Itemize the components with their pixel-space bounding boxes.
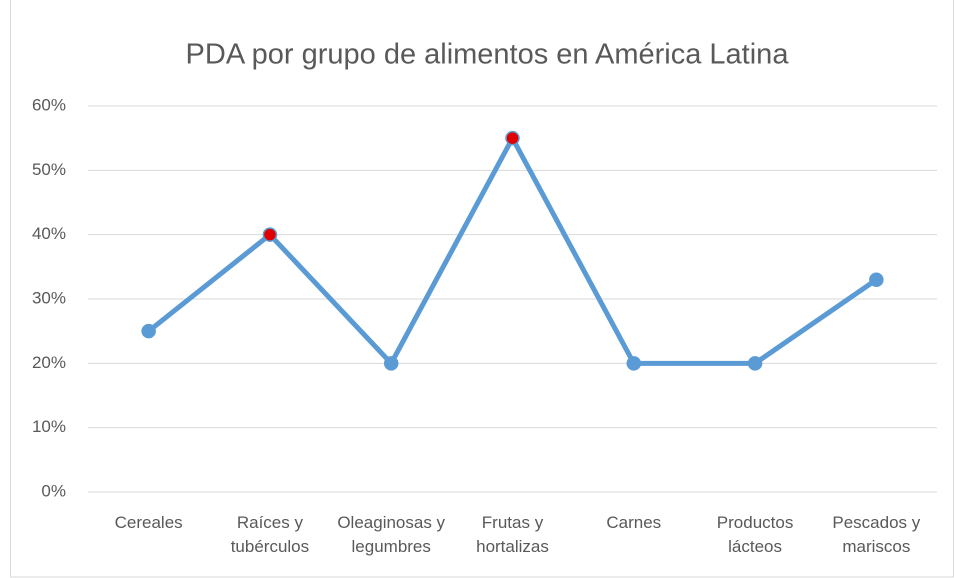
point	[141, 323, 156, 339]
y-tick-label: 10%	[32, 417, 66, 436]
x-tick-label: Pescados y mariscos	[832, 513, 921, 556]
point	[626, 356, 642, 371]
y-tick-label: 60%	[32, 95, 66, 114]
chart-title: PDA por grupo de alimentos en América La…	[186, 39, 790, 71]
y-tick-label: 30%	[32, 288, 66, 307]
point	[869, 272, 884, 287]
chart-frame	[10, 0, 954, 578]
x-tick-label: Carnes	[606, 513, 662, 532]
x-tick-label: Cereales	[114, 513, 183, 532]
y-tick-label: 0%	[41, 481, 66, 500]
y-tick-label: 50%	[32, 160, 66, 179]
y-tick-label: 20%	[32, 353, 66, 372]
x-tick-label: Frutas y hortalizas	[476, 513, 549, 556]
y-tick-label: 40%	[32, 224, 66, 243]
point	[383, 356, 399, 371]
point	[747, 356, 763, 371]
line-series	[146, 135, 879, 366]
x-tick-label: Productos lácteos	[716, 513, 794, 556]
point	[505, 130, 520, 146]
point	[262, 227, 278, 242]
x-tick-label: Oleaginosas y legumbres	[337, 513, 446, 556]
x-tick-label: Raíces y tubérculos	[230, 513, 310, 556]
